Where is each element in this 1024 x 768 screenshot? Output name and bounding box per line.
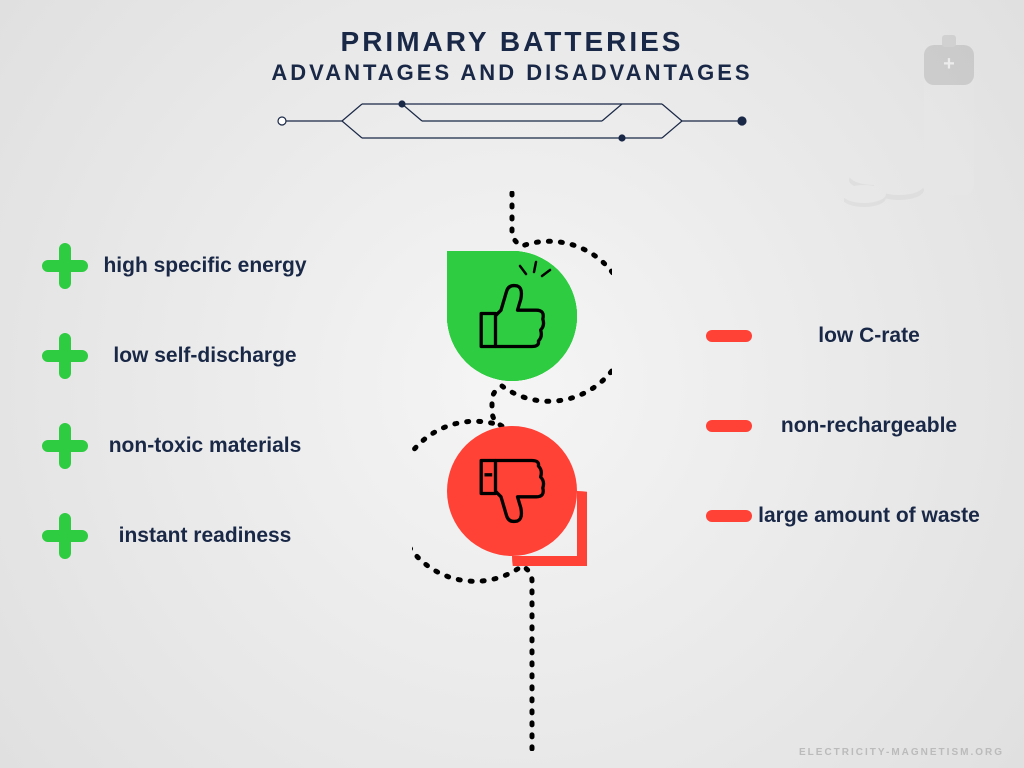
thumbs-down-badge bbox=[437, 416, 587, 566]
plus-icon bbox=[40, 511, 90, 561]
advantage-item: instant readiness bbox=[40, 511, 320, 561]
thumbs-up-badge bbox=[437, 241, 587, 391]
plus-icon bbox=[40, 241, 90, 291]
svg-text:+: + bbox=[943, 53, 955, 75]
center-graphics bbox=[412, 191, 612, 751]
watermark: ELECTRICITY-MAGNETISM.ORG bbox=[799, 747, 1004, 758]
disadvantage-item: large amount of waste bbox=[704, 491, 984, 541]
advantage-label: high specific energy bbox=[90, 253, 320, 278]
disadvantage-label: non-rechargeable bbox=[754, 413, 984, 438]
disadvantage-item: low C-rate bbox=[704, 311, 984, 361]
disadvantage-label: large amount of waste bbox=[754, 503, 984, 528]
disadvantages-list: low C-rate non-rechargeable large amount… bbox=[704, 311, 984, 581]
disadvantage-label: low C-rate bbox=[754, 323, 984, 348]
advantage-label: non-toxic materials bbox=[90, 433, 320, 458]
advantage-item: non-toxic materials bbox=[40, 421, 320, 471]
main-content: high specific energy low self-discharge … bbox=[0, 191, 1024, 751]
advantage-item: low self-discharge bbox=[40, 331, 320, 381]
advantage-label: instant readiness bbox=[90, 523, 320, 548]
disadvantage-item: non-rechargeable bbox=[704, 401, 984, 451]
minus-icon bbox=[704, 311, 754, 361]
advantage-item: high specific energy bbox=[40, 241, 320, 291]
plus-icon bbox=[40, 331, 90, 381]
minus-icon bbox=[704, 401, 754, 451]
battery-illustration: + bbox=[844, 30, 984, 210]
advantages-list: high specific energy low self-discharge … bbox=[40, 241, 320, 601]
circuit-decoration bbox=[252, 96, 772, 146]
plus-icon bbox=[40, 421, 90, 471]
advantage-label: low self-discharge bbox=[90, 343, 320, 368]
minus-icon bbox=[704, 491, 754, 541]
